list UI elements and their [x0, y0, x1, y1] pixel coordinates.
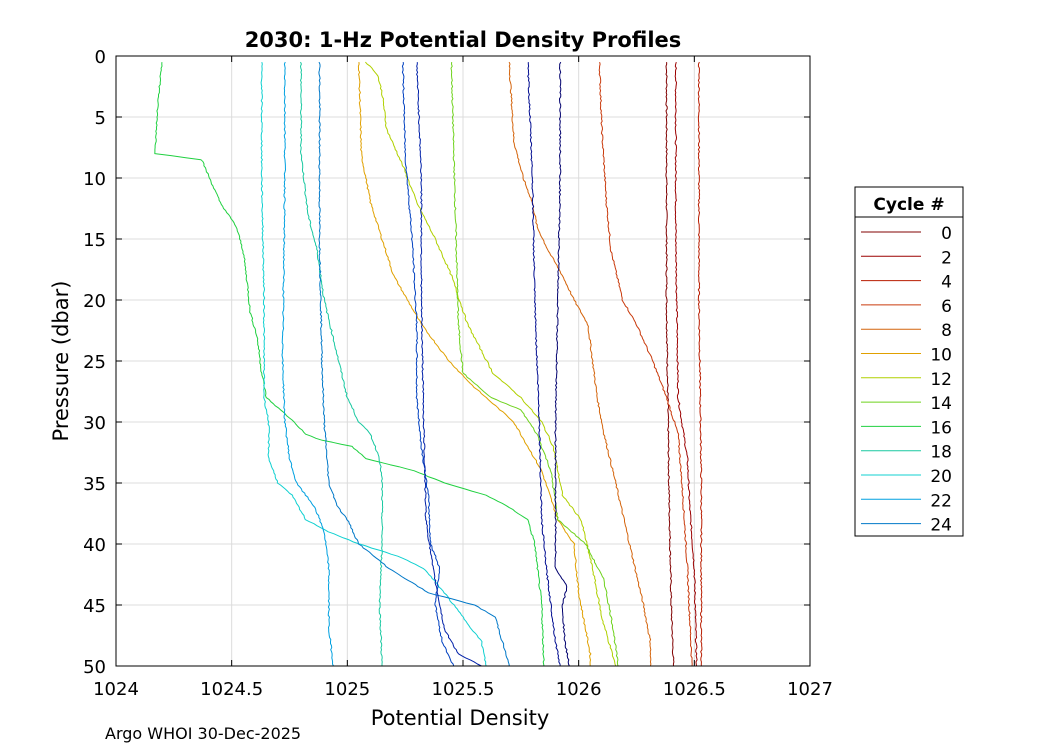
y-tick-label: 45 — [83, 596, 106, 617]
chart-title: 2030: 1-Hz Potential Density Profiles — [245, 28, 682, 52]
legend-label-cycle-22: 22 — [930, 491, 952, 511]
series-line-cycle-22 — [281, 61, 334, 667]
y-tick-label: 35 — [83, 474, 106, 495]
legend-label-cycle-4: 4 — [941, 273, 952, 293]
legend-label-cycle-20: 20 — [930, 467, 952, 487]
x-tick-label: 1026 — [556, 679, 602, 700]
x-tick-label: 1026.5 — [663, 679, 726, 700]
series-line-cycle-12 — [365, 61, 617, 667]
legend-label-cycle-14: 14 — [930, 394, 952, 414]
x-tick-label: 1025 — [324, 679, 370, 700]
legend-label-cycle-0: 0 — [941, 224, 952, 244]
legend-label-cycle-16: 16 — [930, 418, 952, 438]
series-line-cycle-28 — [416, 62, 482, 667]
x-tick-label: 1024.5 — [200, 679, 263, 700]
footer-credit: Argo WHOI 30-Dec-2025 — [105, 724, 302, 743]
series-line-cycle-6 — [598, 61, 693, 667]
series-line-cycle-26 — [401, 62, 455, 667]
legend-label-cycle-12: 12 — [930, 370, 952, 390]
y-tick-label: 10 — [83, 169, 106, 190]
x-axis-label: Potential Density — [371, 706, 550, 730]
legend-label-cycle-10: 10 — [930, 346, 952, 366]
legend-title: Cycle # — [873, 195, 944, 215]
series-line-cycle-4 — [697, 61, 703, 666]
series-line-cycle-2 — [674, 61, 698, 667]
series-line-cycle-16 — [154, 62, 545, 667]
legend-label-cycle-24: 24 — [930, 516, 952, 536]
series-line-cycle-24 — [318, 61, 510, 667]
y-tick-label: 5 — [95, 108, 106, 129]
y-tick-label: 30 — [83, 413, 106, 434]
y-tick-label: 40 — [83, 535, 106, 556]
series-line-cycle-30 — [527, 62, 561, 667]
x-tick-label: 1024 — [93, 679, 139, 700]
series-line-cycle-0 — [665, 62, 675, 667]
series-line-cycle-32 — [554, 61, 570, 667]
x-axis-ticks: 1024 1024.5 1025 1025.5 1026 1026.5 1027 — [93, 56, 833, 700]
legend-box — [854, 186, 964, 537]
series-line-cycle-8 — [508, 61, 652, 667]
y-tick-label: 20 — [83, 291, 106, 312]
x-tick-label: 1027 — [787, 679, 833, 700]
y-tick-label: 50 — [83, 657, 106, 678]
legend-label-cycle-8: 8 — [941, 321, 952, 341]
y-tick-label: 15 — [83, 230, 106, 251]
legend-label-cycle-2: 2 — [941, 248, 952, 268]
series-line-cycle-14 — [450, 62, 619, 667]
series-line-cycle-20 — [260, 61, 487, 667]
legend-label-cycle-6: 6 — [941, 297, 952, 317]
y-axis-ticks: 0 5 10 15 20 25 30 35 40 45 50 — [83, 47, 810, 678]
y-tick-label: 0 — [95, 47, 106, 68]
series-line-cycle-10 — [357, 62, 592, 667]
y-axis-label: Pressure (dbar) — [49, 281, 73, 442]
series-line-cycle-18 — [299, 61, 384, 666]
x-tick-label: 1025.5 — [432, 679, 495, 700]
series-group — [154, 61, 703, 667]
legend-label-cycle-18: 18 — [930, 443, 952, 463]
y-tick-label: 25 — [83, 352, 106, 373]
